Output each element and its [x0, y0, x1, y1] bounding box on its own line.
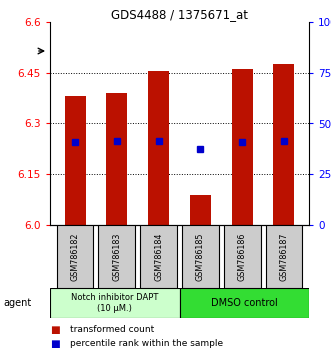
- Text: GSM786183: GSM786183: [112, 232, 121, 281]
- Text: Notch inhibitor DAPT
(10 μM.): Notch inhibitor DAPT (10 μM.): [71, 293, 159, 313]
- Bar: [273, 64, 294, 225]
- Bar: [179, 288, 309, 318]
- Text: agent: agent: [3, 298, 31, 308]
- Text: GSM786187: GSM786187: [279, 232, 288, 281]
- Text: GSM786184: GSM786184: [154, 232, 163, 281]
- Title: GDS4488 / 1375671_at: GDS4488 / 1375671_at: [111, 8, 248, 21]
- Bar: [224, 225, 260, 288]
- Bar: [182, 225, 219, 288]
- Bar: [50, 288, 179, 318]
- Bar: [98, 225, 135, 288]
- Bar: [148, 71, 169, 225]
- Bar: [57, 225, 93, 288]
- Bar: [140, 225, 177, 288]
- Text: GSM786185: GSM786185: [196, 232, 205, 281]
- Bar: [65, 96, 85, 225]
- Text: ■: ■: [50, 325, 60, 335]
- Text: transformed count: transformed count: [70, 325, 154, 335]
- Bar: [106, 93, 127, 225]
- Bar: [265, 225, 302, 288]
- Text: DMSO control: DMSO control: [211, 298, 278, 308]
- Text: GSM786186: GSM786186: [238, 232, 247, 281]
- Bar: [232, 69, 253, 225]
- Text: GSM786182: GSM786182: [71, 232, 79, 281]
- Text: percentile rank within the sample: percentile rank within the sample: [70, 339, 223, 348]
- Bar: [190, 195, 211, 225]
- Text: ■: ■: [50, 339, 60, 349]
